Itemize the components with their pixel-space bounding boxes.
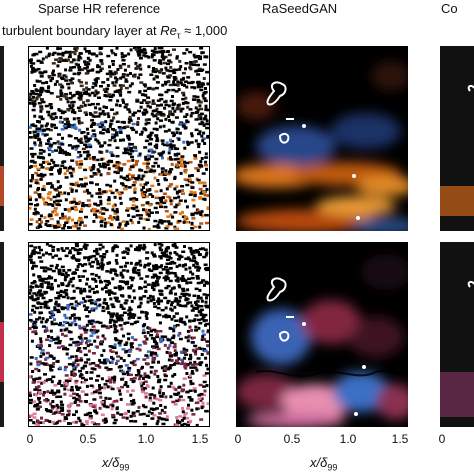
panel-raseedgan-top: [236, 46, 408, 231]
xaxis-label-sub: 99: [119, 462, 130, 473]
raseedgan-bottom-field: [236, 242, 408, 427]
tick-sparse-2: 1.0: [137, 432, 155, 446]
tick-partial-0: 0: [438, 432, 446, 446]
panel-right-partial-bottom: [440, 242, 474, 427]
panel-sparse-hr-top: [28, 46, 210, 231]
raseedgan-top-field: [236, 46, 408, 231]
tick-raseedgan-0: 0: [234, 432, 242, 446]
tick-sparse-3: 1.5: [191, 432, 209, 446]
tick-sparse-0: 0: [26, 432, 34, 446]
column-title-sparse-hr: Sparse HR reference: [38, 1, 161, 16]
xaxis-label-main: x/δ: [310, 455, 328, 470]
tick-raseedgan-3: 1.5: [391, 432, 409, 446]
tick-raseedgan-1: 0.5: [283, 432, 301, 446]
column-title-raseedgan: RaSeedGAN: [262, 1, 338, 16]
subtitle-re-subscript: τ: [176, 30, 181, 41]
panel-right-partial-top: [440, 46, 474, 231]
subtitle-re-symbol: Re: [160, 23, 177, 38]
column-title-partial: Co: [441, 1, 458, 16]
xaxis-label-raseedgan: x/δ99: [310, 455, 337, 473]
xaxis-label-main: x/δ: [102, 455, 120, 470]
xaxis-label-sparse: x/δ99: [102, 455, 129, 473]
sparse-hr-top-field: [28, 46, 210, 231]
subtitle-approx: ≈ 1,000: [180, 23, 228, 38]
sparse-hr-bottom-field: [28, 242, 210, 427]
panel-raseedgan-bottom: [236, 242, 408, 427]
subtitle-text: turbulent boundary layer at: [2, 23, 161, 38]
xaxis-label-sub: 99: [327, 462, 338, 473]
figure-subtitle: turbulent boundary layer at Reτ ≈ 1,000: [2, 23, 227, 41]
panel-left-partial-bottom: [0, 242, 4, 427]
panel-sparse-hr-bottom: [28, 242, 210, 427]
panel-left-partial-top: [0, 46, 4, 231]
tick-sparse-1: 0.5: [79, 432, 97, 446]
tick-raseedgan-2: 1.0: [339, 432, 357, 446]
